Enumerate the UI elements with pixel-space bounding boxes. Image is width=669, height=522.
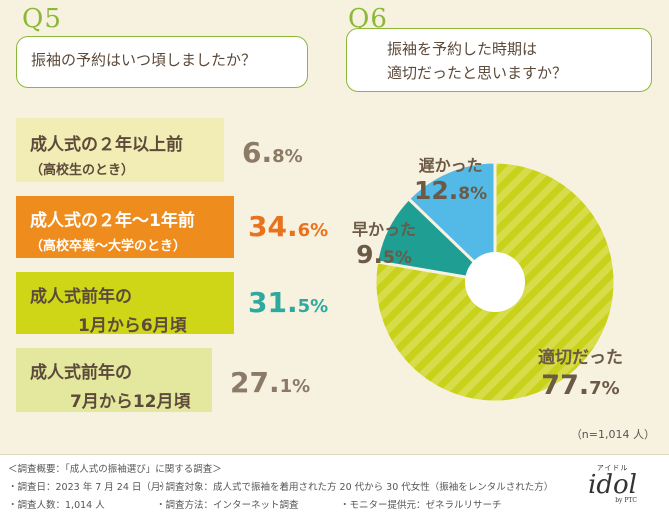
q5-question-box: 振袖の予約はいつ頃しましたか？ [16, 36, 308, 88]
q5-row-1-label1: 成人式の２年以上前 [30, 135, 183, 155]
q6-question-line1: 振袖を予約した時期は [387, 40, 538, 58]
pie-label-early-int: 9. [356, 240, 384, 269]
footer-summary: ＜調査概要：「成人式の振袖選び」に関する調査＞ [8, 464, 222, 475]
q5-row-3-bar: 成人式前年の 1月から6月頃 [16, 272, 234, 336]
q5-row-4-label2: 7月から12月頃 [70, 392, 191, 412]
q5-row-3-label1: 成人式前年の [30, 287, 132, 307]
footer-target: ・調査対象：成人式で振袖を着用された方 20 代から 30 代女性（振袖をレンタ… [156, 482, 554, 493]
q5-question: 振袖の予約はいつ頃しましたか？ [31, 51, 257, 69]
footer-date: ・調査日：2023 年 7 月 24 日（月） [8, 482, 170, 493]
pie-label-appropriate-name: 適切だった [538, 348, 623, 368]
q5-row-1-label2: （高校生のとき） [30, 163, 135, 178]
footer-method: ・調査方法：インターネット調査 [156, 500, 299, 511]
logo-sub-text: by PTC [615, 497, 637, 504]
q5-row-2-label1: 成人式の２年〜1年前 [30, 211, 195, 231]
q5-row-4-label1: 成人式前年の [30, 363, 132, 383]
q5-row-4-percent: 27.1% [230, 366, 310, 399]
q6-question-line2: 適切だったと思いますか？ [387, 64, 568, 82]
q5-row-1-percent-dec: 8% [272, 146, 303, 167]
q5-row-3-label2: 1月から6月頃 [78, 316, 187, 336]
footer-provider: ・モニター提供元：ゼネラルリサーチ [340, 500, 502, 511]
pie-label-early: 早かった 9.5% [352, 216, 416, 269]
q5-row-2-bar: 成人式の２年〜1年前 （高校卒業〜大学のとき） [16, 196, 234, 258]
pie-label-early-name: 早かった [352, 220, 417, 239]
q5-row-4-percent-int: 27. [230, 366, 280, 399]
q5-row-1-percent: 6.8% [242, 136, 303, 169]
pie-label-late-name: 遅かった [418, 156, 483, 175]
q5-row-2-percent-dec: 6% [297, 220, 329, 241]
q5-row-2-percent: 34.6% [248, 210, 328, 243]
pie-label-early-dec: 5% [383, 248, 412, 268]
logo-text: idol [588, 470, 637, 500]
survey-footer: ＜調査概要：「成人式の振袖選び」に関する調査＞ ・調査日：2023 年 7 月 … [0, 454, 669, 522]
q5-row-1-bar: 成人式の２年以上前 （高校生のとき） [16, 118, 224, 182]
pie-label-late-int: 12. [414, 176, 459, 205]
q5-row-3-percent-int: 31. [248, 286, 298, 319]
q5-row-4-bar: 成人式前年の 7月から12月頃 [16, 348, 212, 412]
q6-question-box: 振袖を予約した時期は 適切だったと思いますか？ [346, 28, 652, 92]
logo-top-text: アイドル [596, 464, 629, 472]
footer-count: ・調査人数：1,014 人 [8, 500, 105, 511]
q5-row-4-percent-dec: 1% [279, 376, 311, 397]
pie-label-appropriate-dec: 7% [589, 378, 620, 399]
sample-size-note: （n=1,014 人） [570, 428, 655, 441]
q5-row-3-percent-dec: 5% [297, 296, 329, 317]
q5-row-1-percent-int: 6. [242, 136, 273, 169]
q5-row-3-percent: 31.5% [248, 286, 328, 319]
idol-logo: アイドル idol by PTC [588, 463, 637, 504]
q5-row-2-label2: （高校卒業〜大学のとき） [30, 239, 187, 254]
pie-label-appropriate: 適切だった 77.7% [538, 343, 623, 401]
pie-label-appropriate-int: 77. [541, 370, 590, 401]
pie-label-late: 遅かった 12.8% [414, 152, 487, 205]
pie-label-late-dec: 8% [458, 184, 488, 204]
q5-tag: Q5 [22, 4, 62, 34]
pie-slice-late [406, 160, 497, 286]
q5-row-2-percent-int: 34. [248, 210, 298, 243]
pie-center-hole [465, 252, 525, 312]
